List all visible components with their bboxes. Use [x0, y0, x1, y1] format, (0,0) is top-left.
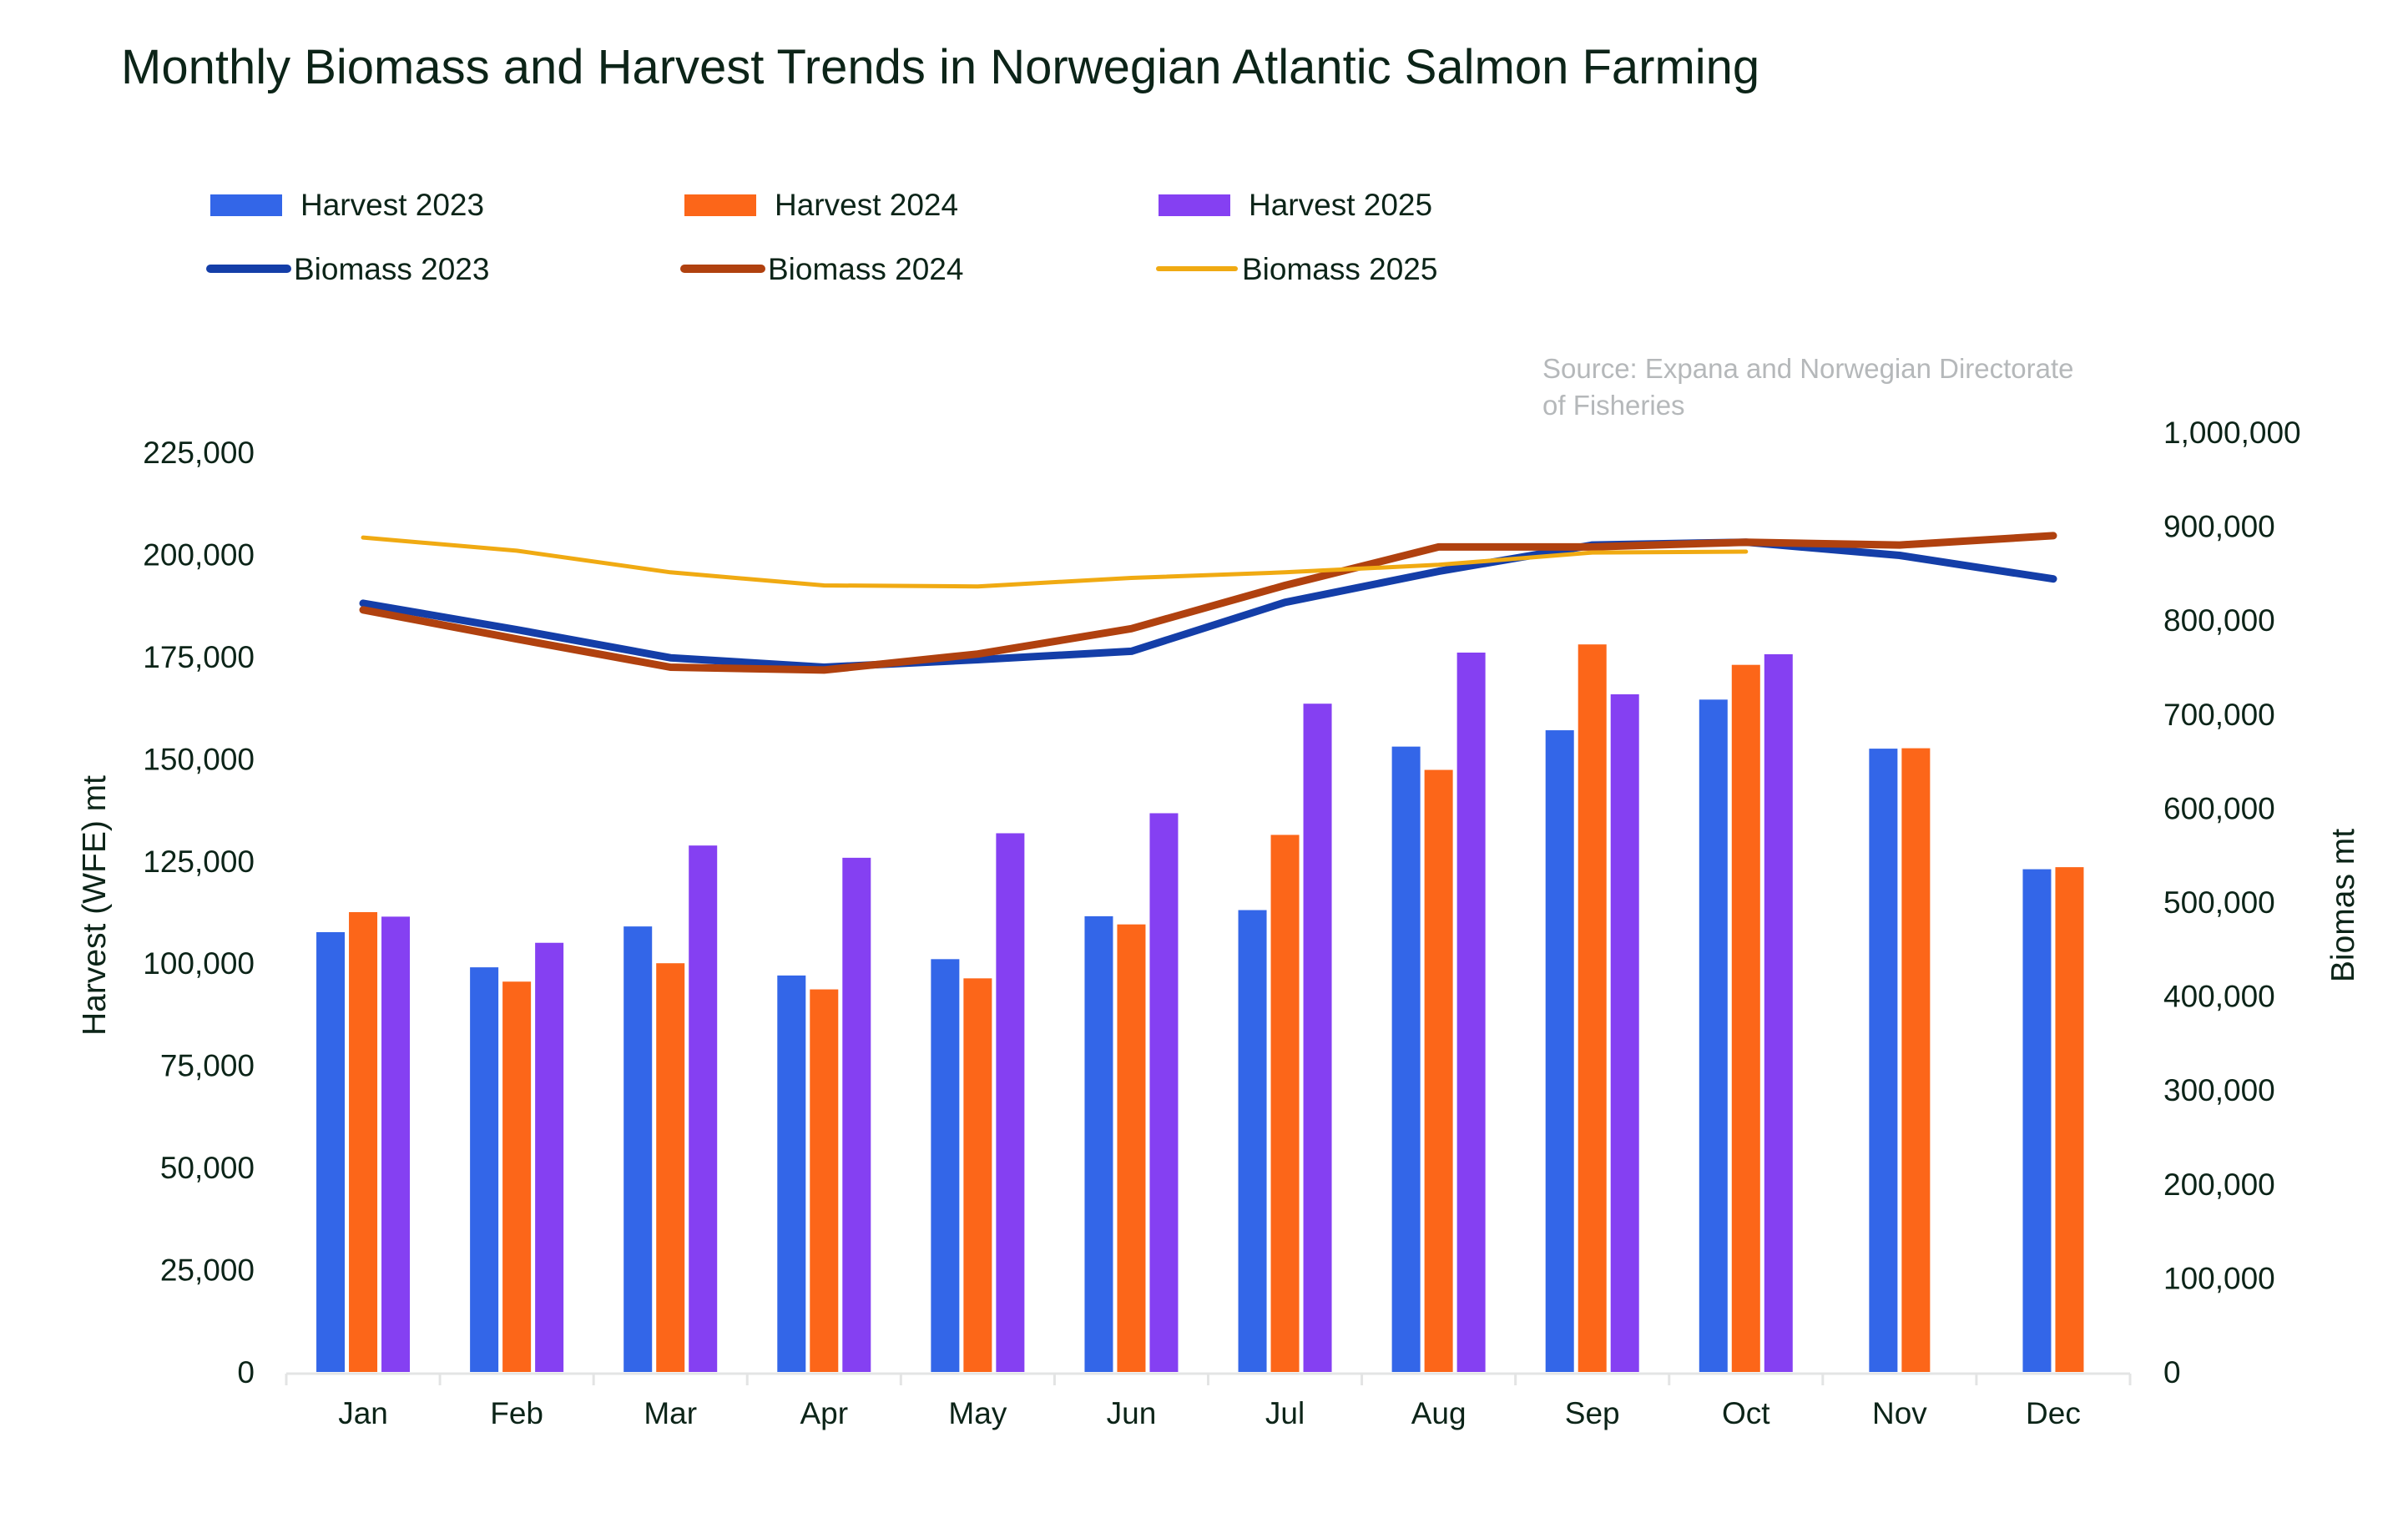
y-tick-label: 225,000 — [143, 436, 255, 470]
bar-harvest-2024-may — [963, 978, 992, 1372]
legend-swatch-harvest-2023 — [210, 194, 282, 216]
bar-harvest-2024-oct — [1731, 664, 1760, 1372]
bar-harvest-2023-jul — [1238, 910, 1267, 1372]
bar-harvest-2024-apr — [810, 989, 839, 1372]
x-tick-label: Feb — [490, 1396, 543, 1430]
y-tick-label: 100,000 — [143, 946, 255, 981]
y2-axis-title: Biomas mt — [2325, 829, 2361, 982]
bar-harvest-2023-sep — [1545, 730, 1574, 1372]
bar-harvest-2023-aug — [1391, 746, 1421, 1372]
y-tick-label: 125,000 — [143, 845, 255, 879]
bar-harvest-2024-mar — [656, 963, 685, 1372]
bar-harvest-2023-dec — [2022, 869, 2052, 1372]
bar-harvest-2024-jul — [1270, 835, 1300, 1372]
y2-axis-ticks: 0 100,000 200,000 300,000 400,000 500,000 600,… — [2163, 416, 2301, 1389]
x-tick-label: Mar — [644, 1396, 697, 1430]
y-tick-label: 0 — [237, 1355, 255, 1389]
bar-harvest-2025-mar — [689, 845, 718, 1372]
y2-tick-label: 1,000,000 — [2163, 416, 2301, 450]
bar-harvest-2024-feb — [502, 981, 532, 1372]
bar-harvest-2025-oct — [1764, 653, 1793, 1372]
bar-harvest-2025-aug — [1456, 652, 1486, 1372]
bar-harvest-2023-nov — [1869, 749, 1898, 1372]
chart-title: Monthly Biomass and Harvest Trends in No… — [121, 40, 1759, 94]
bar-harvest-2023-apr — [777, 975, 806, 1372]
x-tick-label: Apr — [800, 1396, 849, 1430]
y-tick-label: 150,000 — [143, 742, 255, 776]
y2-tick-label: 300,000 — [2163, 1073, 2275, 1107]
x-tick-label: May — [948, 1396, 1007, 1430]
bar-harvest-2023-may — [931, 959, 960, 1372]
x-tick-label: Oct — [1722, 1396, 1770, 1430]
bar-harvest-2023-jun — [1084, 915, 1113, 1372]
bar-harvest-2025-apr — [842, 857, 871, 1372]
bar-harvest-2024-nov — [1901, 748, 1931, 1372]
legend-swatch-harvest-2025 — [1159, 194, 1230, 216]
bar-harvest-2024-sep — [1578, 644, 1607, 1372]
x-tick-label: Dec — [2026, 1396, 2081, 1430]
bar-harvest-2025-feb — [535, 942, 564, 1372]
y-tick-label: 175,000 — [143, 640, 255, 674]
legend-label-harvest-2024: Harvest 2024 — [775, 188, 958, 222]
line-biomass-2025 — [361, 535, 1749, 589]
bar-harvest-2023-feb — [470, 967, 499, 1372]
y-tick-label: 50,000 — [160, 1151, 255, 1185]
y2-tick-label: 700,000 — [2163, 698, 2275, 732]
y-axis-ticks: 0 25,000 50,000 75,000 100,000 125,000 150,000… — [143, 436, 255, 1389]
bar-harvest-2025-jul — [1303, 704, 1332, 1372]
bar-harvest-2024-dec — [2055, 867, 2084, 1372]
x-tick-label: Jul — [1265, 1396, 1305, 1430]
y2-tick-label: 900,000 — [2163, 510, 2275, 544]
y2-tick-label: 500,000 — [2163, 885, 2275, 920]
bar-harvest-2025-jun — [1149, 813, 1179, 1372]
legend-swatch-harvest-2024 — [684, 194, 756, 216]
bar-harvest-2025-jan — [381, 916, 411, 1372]
source-line-2: of Fisheries — [1542, 390, 1685, 421]
y-axis-title: Harvest (WFE) mt — [77, 775, 113, 1036]
bar-harvest-2024-jun — [1117, 924, 1146, 1372]
y-tick-label: 75,000 — [160, 1049, 255, 1083]
bar-harvest-2023-oct — [1699, 699, 1728, 1372]
legend-label-biomass-2024: Biomass 2024 — [768, 252, 963, 286]
source-line-1: Source: Expana and Norwegian Directorate — [1542, 353, 2074, 384]
y2-tick-label: 600,000 — [2163, 791, 2275, 825]
bar-harvest-2024-aug — [1424, 769, 1453, 1372]
legend-label-harvest-2023: Harvest 2023 — [300, 188, 484, 222]
x-tick-label: Sep — [1565, 1396, 1620, 1430]
bar-harvest-2024-jan — [349, 912, 378, 1372]
x-tick-label: Jun — [1107, 1396, 1157, 1430]
legend-label-biomass-2023: Biomass 2023 — [294, 252, 489, 286]
x-tick-label: Aug — [1411, 1396, 1467, 1430]
lines — [359, 532, 2057, 674]
y2-tick-label: 0 — [2163, 1355, 2181, 1389]
legend-label-biomass-2025: Biomass 2025 — [1242, 252, 1437, 286]
y-tick-label: 25,000 — [160, 1253, 255, 1288]
y2-tick-label: 100,000 — [2163, 1261, 2275, 1295]
x-axis: Jan Feb Mar Apr May Jun Jul Aug Sep Oct Nov Dec — [285, 1372, 2132, 1430]
legend: Harvest 2023 Harvest 2024 Harvest 2025 Biom… — [206, 188, 1437, 286]
y2-tick-label: 200,000 — [2163, 1168, 2275, 1202]
x-tick-label: Jan — [338, 1396, 388, 1430]
bar-harvest-2023-mar — [623, 926, 653, 1372]
y2-tick-label: 400,000 — [2163, 980, 2275, 1014]
bar-harvest-2023-jan — [316, 931, 346, 1372]
bars — [316, 644, 2084, 1372]
bar-harvest-2025-may — [996, 833, 1025, 1372]
bar-harvest-2025-sep — [1610, 693, 1639, 1372]
line-biomass-2024 — [359, 532, 2057, 674]
legend-label-harvest-2025: Harvest 2025 — [1249, 188, 1432, 222]
y-tick-label: 200,000 — [143, 537, 255, 572]
x-tick-label: Nov — [1872, 1396, 1927, 1430]
y2-tick-label: 800,000 — [2163, 603, 2275, 638]
